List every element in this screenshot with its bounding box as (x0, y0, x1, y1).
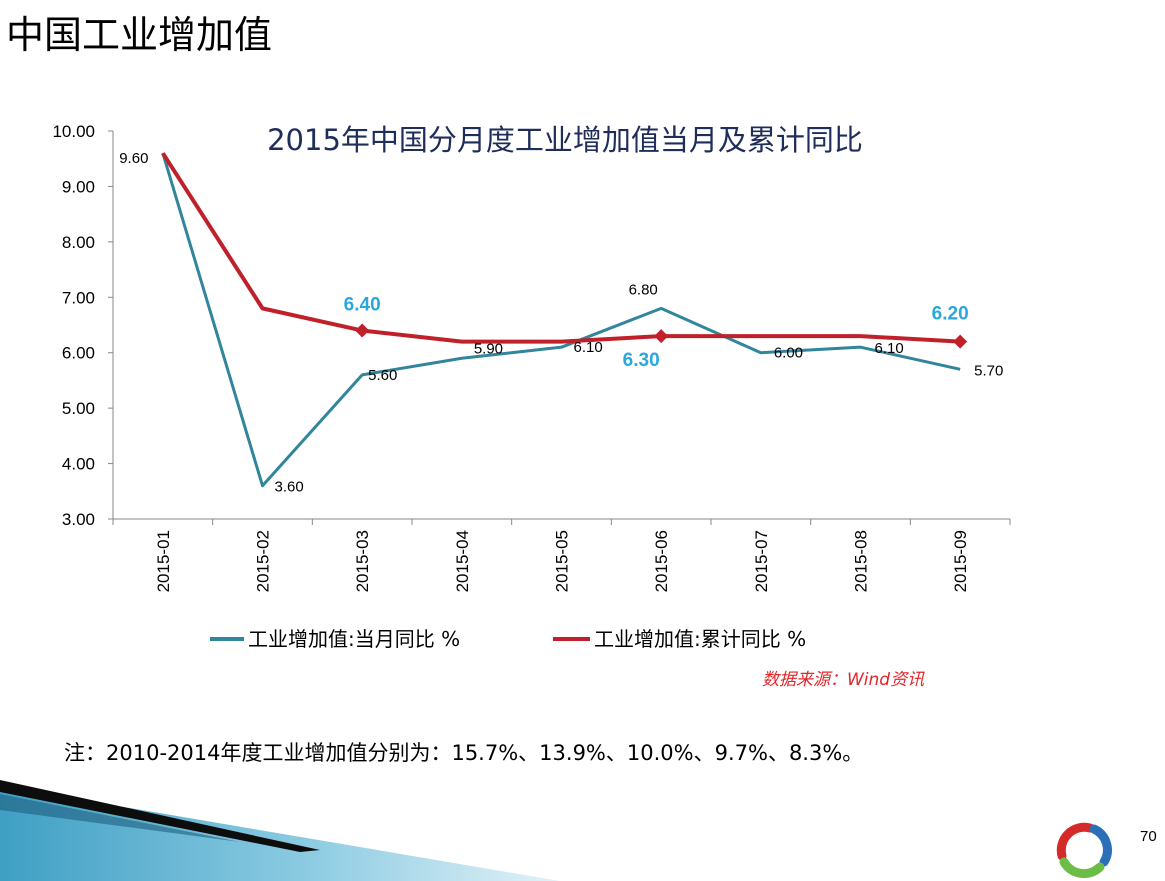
series-line-cumulative (161, 152, 961, 344)
y-tick-label: 3.00 (62, 510, 95, 529)
series-layer (161, 152, 968, 488)
y-tick-label: 6.00 (62, 344, 95, 363)
x-tick-label: 2015-09 (951, 530, 970, 592)
data-label-monthly: 9.60 (119, 150, 148, 167)
data-label-monthly: 3.60 (275, 479, 304, 496)
data-label-monthly: 6.00 (774, 345, 803, 362)
legend-label-monthly: 工业增加值:当月同比 % (248, 627, 460, 651)
data-label-cumulative: 6.40 (344, 295, 381, 316)
x-axis-ticks: 2015-01 2015-02 2015-03 2015-04 2015-05 2015-… (112, 519, 1011, 592)
y-tick-label: 9.00 (62, 177, 95, 196)
legend-label-cumulative: 工业增加值:累计同比 % (594, 627, 806, 651)
source-note: 数据来源：Wind资讯 (762, 670, 925, 690)
cumulative-marker (953, 334, 968, 349)
data-label-monthly: 5.70 (974, 362, 1003, 379)
x-tick-label: 2015-08 (852, 530, 871, 592)
cumulative-marker (355, 323, 370, 338)
data-label-cumulative: 6.20 (932, 304, 969, 325)
chart-title: 2015年中国分月度工业增加值当月及累计同比 (267, 123, 863, 157)
page-number: 70 (1140, 828, 1157, 845)
y-tick-label: 5.00 (62, 399, 95, 418)
line-chart: 2015年中国分月度工业增加值当月及累计同比 3.00 4.00 5.00 6.00 7… (52, 122, 1011, 651)
data-label-monthly: 5.60 (368, 367, 397, 384)
x-tick-label: 2015-07 (752, 530, 771, 592)
footnote: 注：2010-2014年度工业增加值分别为：15.7%、13.9%、10.0%、… (64, 741, 864, 765)
y-tick-label: 7.00 (62, 288, 95, 307)
y-tick-label: 8.00 (62, 233, 95, 252)
y-tick-label: 10.00 (52, 122, 95, 141)
x-tick-label: 2015-01 (154, 530, 173, 592)
x-tick-label: 2015-05 (553, 530, 572, 592)
series-line-monthly (161, 152, 961, 488)
legend: 工业增加值:当月同比 % 工业增加值:累计同比 % (210, 627, 806, 651)
y-axis-ticks: 3.00 4.00 5.00 6.00 7.00 8.00 9.00 10.00 (52, 122, 113, 529)
data-label-monthly: 6.10 (875, 340, 904, 357)
x-tick-label: 2015-02 (254, 530, 273, 592)
data-label-cumulative: 6.30 (623, 350, 660, 371)
company-logo (1056, 822, 1112, 878)
y-tick-label: 4.00 (62, 455, 95, 474)
cumulative-marker (654, 329, 669, 344)
decorative-band (0, 780, 560, 881)
x-tick-label: 2015-06 (652, 530, 671, 592)
data-labels: 9.60 3.60 5.60 5.90 6.10 6.80 6.00 6.10 5.70 6.40… (119, 150, 1003, 496)
data-label-monthly: 5.90 (474, 340, 503, 357)
data-label-monthly: 6.80 (629, 281, 658, 298)
slide-title: 中国工业增加值 (6, 13, 273, 57)
data-label-monthly: 6.10 (574, 339, 603, 356)
x-tick-label: 2015-03 (353, 530, 372, 592)
x-tick-label: 2015-04 (453, 530, 472, 592)
